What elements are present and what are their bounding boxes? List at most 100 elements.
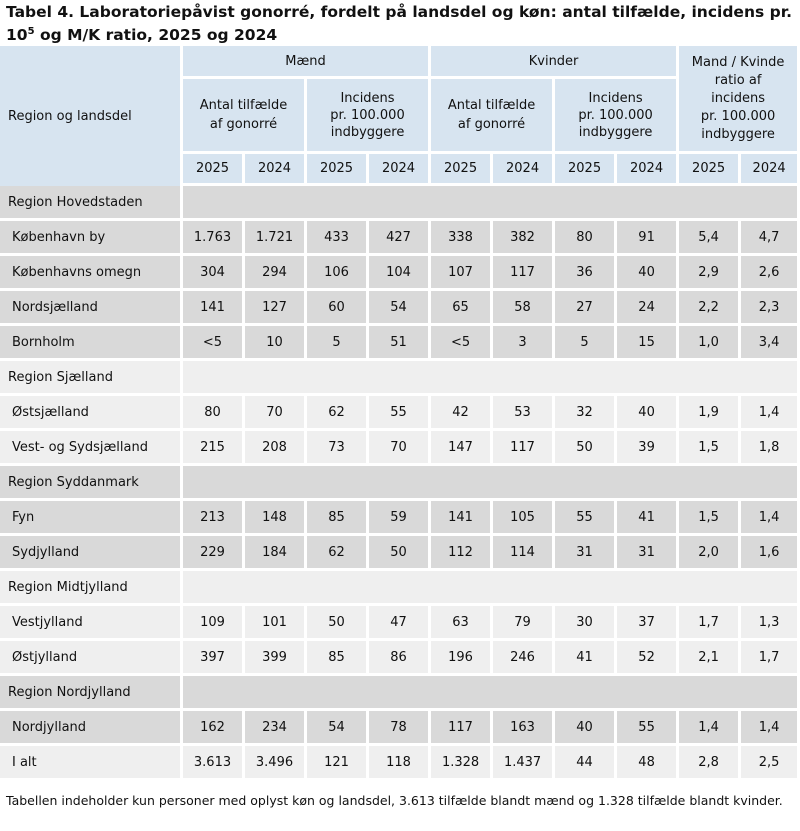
- value-cell: 114: [493, 536, 556, 571]
- value-cell: 2,6: [741, 256, 800, 291]
- year-header: 2025: [679, 154, 742, 186]
- table-row: Østjylland 397 399 85 86 196 246 41 52 2,1 1,7: [0, 641, 800, 676]
- value-cell: 86: [369, 641, 432, 676]
- value-cell: 2,5: [741, 746, 800, 781]
- landsdel-name-cell: Fyn: [0, 501, 183, 536]
- value-cell: 15: [617, 326, 680, 361]
- region-spacer-cell: [183, 361, 800, 396]
- year-header: 2024: [617, 154, 680, 186]
- region-row: Region Midtjylland: [0, 571, 800, 606]
- value-cell: 229: [183, 536, 245, 571]
- value-cell: 80: [183, 396, 245, 431]
- value-cell: 1.437: [493, 746, 556, 781]
- value-cell: 2,2: [679, 291, 742, 326]
- landsdel-name-cell: Københavns omegn: [0, 256, 183, 291]
- footnote: Tabellen indeholder kun personer med opl…: [6, 793, 783, 808]
- table-row: Bornholm <5 10 5 51 <5 3 5 15 1,0 3,4: [0, 326, 800, 361]
- table-row: Fyn 213 148 85 59 141 105 55 41 1,5 1,4: [0, 501, 800, 536]
- region-name-cell: Region Midtjylland: [0, 571, 183, 606]
- value-cell: 294: [245, 256, 307, 291]
- value-cell: 433: [307, 221, 369, 256]
- landsdel-name-cell: I alt: [0, 746, 183, 781]
- value-cell: 208: [245, 431, 307, 466]
- value-cell: 30: [555, 606, 618, 641]
- value-cell: 184: [245, 536, 307, 571]
- value-cell: 70: [369, 431, 432, 466]
- value-cell: 141: [183, 291, 245, 326]
- value-cell: 55: [555, 501, 618, 536]
- value-cell: 40: [555, 711, 618, 746]
- value-cell: 1,3: [741, 606, 800, 641]
- value-cell: 2,1: [679, 641, 742, 676]
- value-cell: 215: [183, 431, 245, 466]
- value-cell: 397: [183, 641, 245, 676]
- value-cell: 1,7: [741, 641, 800, 676]
- year-header: 2024: [245, 154, 307, 186]
- value-cell: 52: [617, 641, 680, 676]
- value-cell: 63: [431, 606, 494, 641]
- value-cell: 141: [431, 501, 494, 536]
- value-cell: 70: [245, 396, 307, 431]
- value-cell: 1,9: [679, 396, 742, 431]
- value-cell: 65: [431, 291, 494, 326]
- value-cell: 246: [493, 641, 556, 676]
- region-name-cell: Region Sjælland: [0, 361, 183, 396]
- landsdel-name-cell: Vestjylland: [0, 606, 183, 641]
- value-cell: 2,0: [679, 536, 742, 571]
- value-cell: 85: [307, 641, 369, 676]
- value-cell: 2,3: [741, 291, 800, 326]
- value-cell: 27: [555, 291, 618, 326]
- value-cell: 5: [307, 326, 369, 361]
- value-cell: 80: [555, 221, 618, 256]
- table-row: Vestjylland 109 101 50 47 63 79 30 37 1,7 1,3: [0, 606, 800, 641]
- ratio-header: Mand / Kvinde ratio af incidens pr. 100.000…: [679, 46, 800, 154]
- landsdel-name-cell: Østjylland: [0, 641, 183, 676]
- value-cell: 101: [245, 606, 307, 641]
- value-cell: 41: [555, 641, 618, 676]
- value-cell: 2,9: [679, 256, 742, 291]
- value-cell: 234: [245, 711, 307, 746]
- value-cell: 1.328: [431, 746, 494, 781]
- women-incidence-header: Incidens pr. 100.000 indbyggere: [555, 79, 680, 154]
- value-cell: 40: [617, 396, 680, 431]
- value-cell: 1.721: [245, 221, 307, 256]
- table-body: Region Hovedstaden København by 1.763 1.721…: [0, 186, 800, 781]
- value-cell: 104: [369, 256, 432, 291]
- value-cell: 399: [245, 641, 307, 676]
- value-cell: 60: [307, 291, 369, 326]
- value-cell: 32: [555, 396, 618, 431]
- value-cell: 62: [307, 396, 369, 431]
- value-cell: 1,8: [741, 431, 800, 466]
- landsdel-name-cell: Nordjylland: [0, 711, 183, 746]
- year-header: 2025: [431, 154, 494, 186]
- value-cell: 5,4: [679, 221, 742, 256]
- value-cell: 5: [555, 326, 618, 361]
- value-cell: 1,5: [679, 431, 742, 466]
- value-cell: 39: [617, 431, 680, 466]
- table-row: I alt 3.613 3.496 121 118 1.328 1.437 44 48 2,8 2,…: [0, 746, 800, 781]
- table-row: Nordjylland 162 234 54 78 117 163 40 55 1,4 1,4: [0, 711, 800, 746]
- landsdel-name-cell: Østsjælland: [0, 396, 183, 431]
- value-cell: 3,4: [741, 326, 800, 361]
- value-cell: 54: [307, 711, 369, 746]
- year-header: 2024: [369, 154, 432, 186]
- landsdel-name-cell: København by: [0, 221, 183, 256]
- landsdel-name-cell: Vest- og Sydsjælland: [0, 431, 183, 466]
- value-cell: 50: [555, 431, 618, 466]
- value-cell: 48: [617, 746, 680, 781]
- women-header: Kvinder: [431, 46, 680, 79]
- year-header: 2025: [307, 154, 369, 186]
- year-header: 2025: [555, 154, 618, 186]
- table-row: Sydjylland 229 184 62 50 112 114 31 31 2,0 1,6: [0, 536, 800, 571]
- women-count-header: Antal tilfælde af gonorré: [431, 79, 556, 154]
- landsdel-name-cell: Sydjylland: [0, 536, 183, 571]
- region-row: Region Syddanmark: [0, 466, 800, 501]
- value-cell: 1,6: [741, 536, 800, 571]
- region-spacer-cell: [183, 571, 800, 606]
- value-cell: 47: [369, 606, 432, 641]
- region-column-header: Region og landsdel: [0, 46, 183, 186]
- value-cell: 4,7: [741, 221, 800, 256]
- value-cell: 3.613: [183, 746, 245, 781]
- value-cell: 50: [369, 536, 432, 571]
- value-cell: 148: [245, 501, 307, 536]
